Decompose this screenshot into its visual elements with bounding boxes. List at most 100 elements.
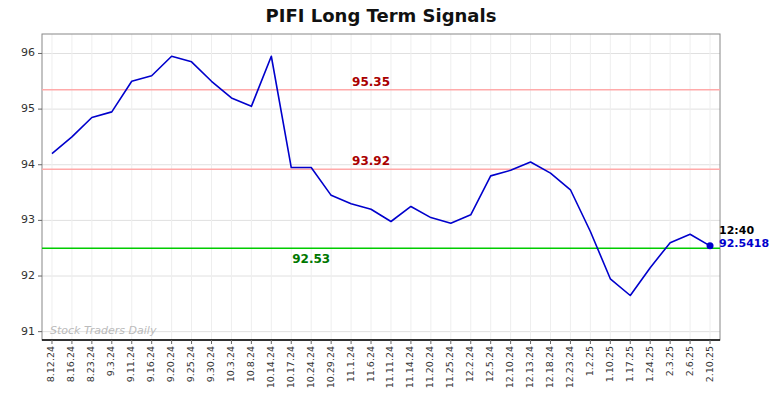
x-tick-label: 10.17.24: [285, 346, 296, 388]
x-axis: 8.12.248.16.248.23.249.3.249.11.249.16.2…: [42, 340, 720, 388]
x-tick: [51, 340, 52, 344]
x-grid-line: [490, 34, 491, 340]
x-tick-label: 9.11.24: [125, 346, 136, 382]
x-tick: [650, 340, 651, 344]
reference-label: 93.92: [352, 154, 390, 168]
x-tick: [530, 340, 531, 344]
x-tick-label: 11.6.24: [365, 346, 376, 382]
x-grid-line: [690, 34, 691, 340]
x-tick-label: 1.10.25: [604, 346, 615, 382]
x-tick-label: 10.3.24: [225, 346, 236, 382]
x-tick: [191, 340, 192, 344]
x-grid-line: [311, 34, 312, 340]
x-tick: [251, 340, 252, 344]
y-tick: [38, 220, 42, 221]
x-tick-label: 9.3.24: [105, 346, 116, 376]
x-tick: [91, 340, 92, 344]
x-grid-line: [71, 34, 72, 340]
y-grid-line: [42, 220, 720, 221]
x-tick: [710, 340, 711, 344]
y-grid-line: [42, 276, 720, 277]
title: PIFI Long Term Signals: [266, 5, 497, 26]
x-tick: [570, 340, 571, 344]
x-tick: [331, 340, 332, 344]
x-grid-line: [331, 34, 332, 340]
x-tick: [470, 340, 471, 344]
x-tick-label: 10.29.24: [325, 346, 336, 388]
x-tick: [111, 340, 112, 344]
y-tick-label: 95: [21, 102, 35, 115]
x-tick-label: 2.10.25: [704, 346, 715, 382]
x-grid-line: [251, 34, 252, 340]
watermark: Stock Traders Daily: [50, 324, 157, 337]
x-tick: [71, 340, 72, 344]
y-tick-label: 94: [21, 158, 35, 171]
reference-line: [42, 247, 720, 249]
x-tick-label: 8.12.24: [45, 346, 56, 382]
x-tick: [490, 340, 491, 344]
x-grid-line: [590, 34, 591, 340]
x-grid-line: [650, 34, 651, 340]
x-grid-line: [231, 34, 232, 340]
chart: 95.3593.9292.5312:4092.5418Stock Traders…: [0, 0, 784, 398]
last-point-value: 92.5418: [719, 237, 769, 250]
x-tick-label: 11.1.24: [345, 346, 356, 382]
y-tick: [38, 53, 42, 54]
x-tick-label: 11.25.24: [444, 346, 455, 388]
plot-area: [42, 56, 720, 295]
x-tick: [510, 340, 511, 344]
x-tick-label: 2.3.25: [664, 346, 675, 376]
x-tick: [131, 340, 132, 344]
x-tick-label: 2.6.25: [684, 346, 695, 376]
x-tick-label: 1.2.25: [584, 346, 595, 376]
x-tick-label: 10.24.24: [305, 346, 316, 388]
x-tick-label: 11.14.24: [404, 346, 415, 388]
x-tick: [271, 340, 272, 344]
x-tick: [430, 340, 431, 344]
x-grid-line: [570, 34, 571, 340]
x-tick-label: 9.20.24: [165, 346, 176, 382]
y-tick-label: 96: [21, 46, 35, 59]
x-tick: [390, 340, 391, 344]
y-grid-line: [42, 53, 720, 54]
x-grid-line: [710, 34, 711, 340]
x-grid-line: [271, 34, 272, 340]
x-grid-line: [470, 34, 471, 340]
x-grid-line: [111, 34, 112, 340]
reference-label: 92.53: [292, 252, 330, 266]
x-tick: [171, 340, 172, 344]
x-tick-label: 8.16.24: [65, 346, 76, 382]
x-tick: [670, 340, 671, 344]
x-grid-line: [430, 34, 431, 340]
x-tick-label: 12.5.24: [484, 346, 495, 382]
x-grid-line: [151, 34, 152, 340]
last-point: [707, 242, 714, 249]
x-grid-line: [670, 34, 671, 340]
x-tick-label: 10.14.24: [265, 346, 276, 388]
y-axis: 919293949596: [21, 46, 42, 337]
line: [52, 56, 710, 295]
x-tick-label: 12.10.24: [504, 346, 515, 388]
x-tick: [590, 340, 591, 344]
grid: [42, 34, 720, 340]
reference-line: [42, 168, 720, 170]
y-tick-label: 92: [21, 269, 35, 282]
x-tick: [311, 340, 312, 344]
x-tick: [630, 340, 631, 344]
x-tick-label: 10.8.24: [245, 346, 256, 382]
x-grid-line: [610, 34, 611, 340]
x-grid-line: [390, 34, 391, 340]
x-grid-line: [291, 34, 292, 340]
x-tick: [550, 340, 551, 344]
x-grid-line: [171, 34, 172, 340]
y-tick-label: 91: [21, 325, 35, 338]
x-tick-label: 12.13.24: [524, 346, 535, 388]
x-tick: [151, 340, 152, 344]
x-tick: [231, 340, 232, 344]
x-tick-label: 11.20.24: [424, 346, 435, 388]
x-tick: [371, 340, 372, 344]
y-tick: [38, 276, 42, 277]
x-tick-label: 12.23.24: [564, 346, 575, 388]
y-tick: [38, 109, 42, 110]
x-grid-line: [191, 34, 192, 340]
